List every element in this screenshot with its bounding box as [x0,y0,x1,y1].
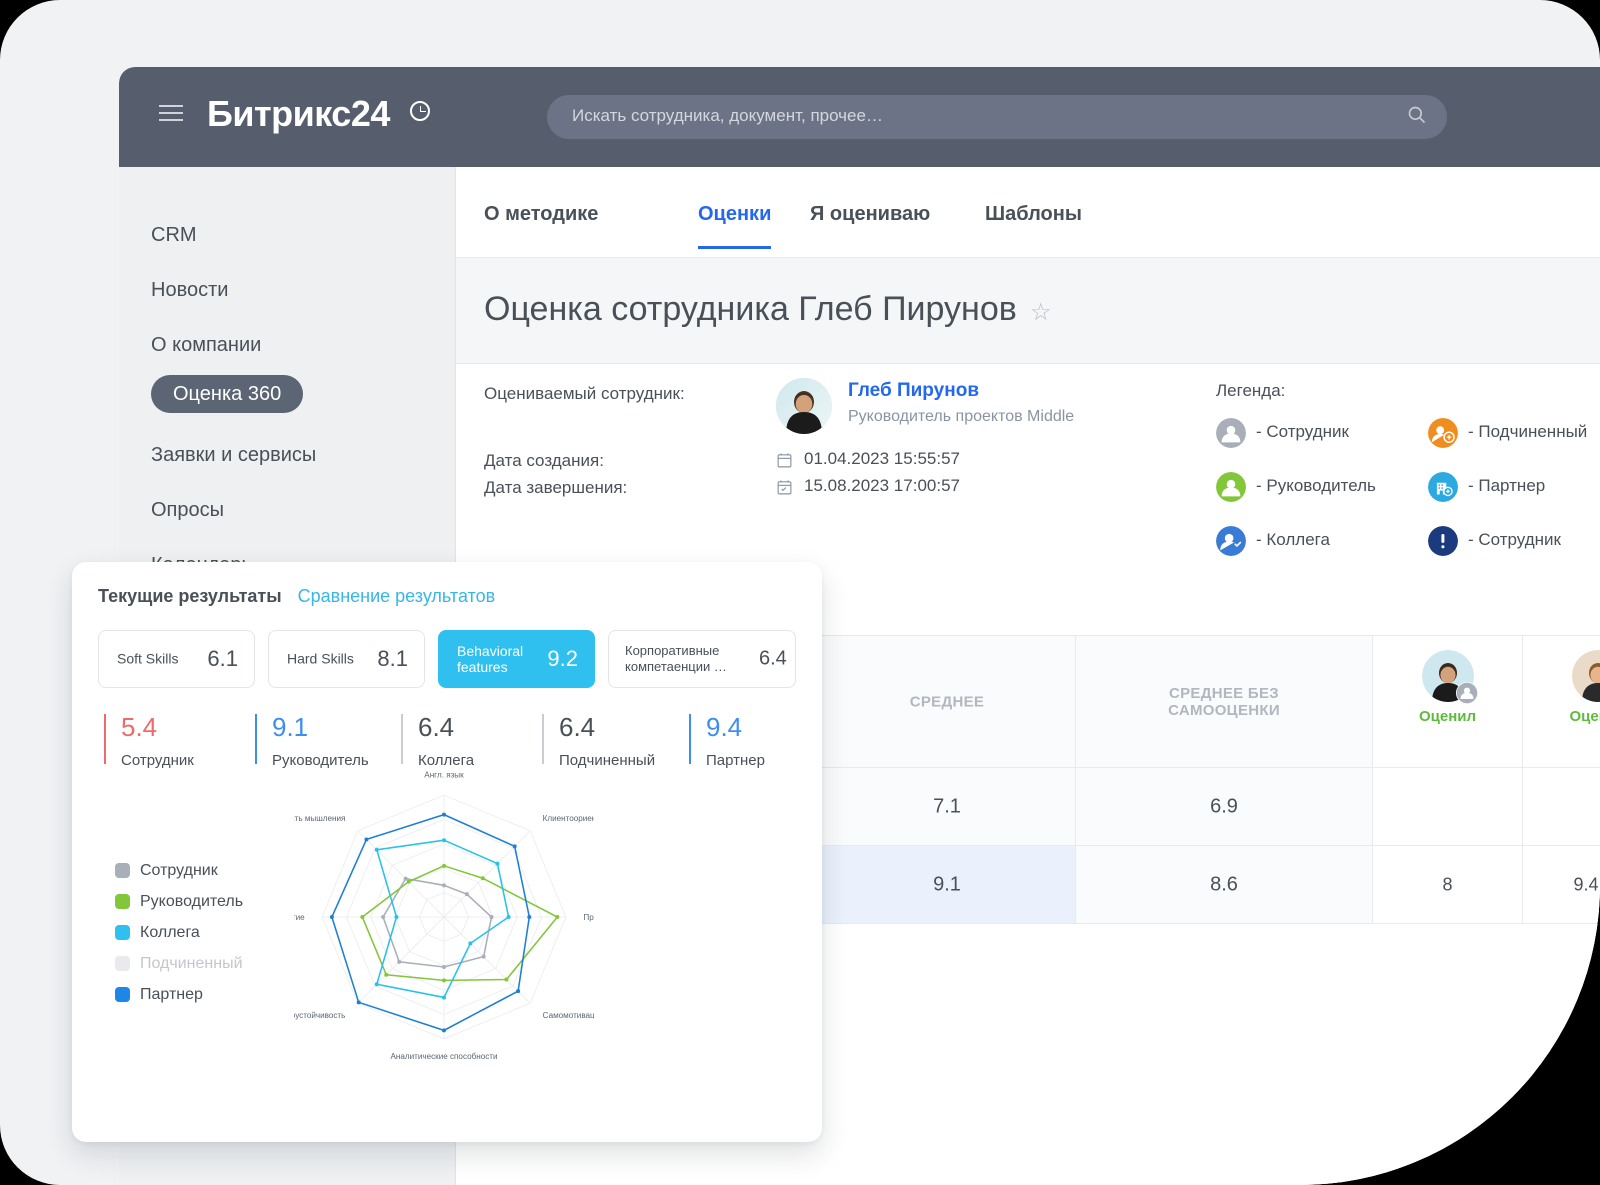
svg-text:Англ. язык: Англ. язык [424,771,464,780]
svg-text:Восприятие: Восприятие [294,913,305,922]
svg-text:Аналитические способности: Аналитические способности [390,1052,497,1061]
svg-text:Клиентоориентированн…: Клиентоориентированн… [543,814,594,823]
svg-text:Креативность мышления: Креативность мышления [294,814,345,823]
svg-text:Стрессоустойчивость: Стрессоустойчивость [294,1011,345,1020]
svg-text:Самомотивация: Самомотивация [543,1011,594,1020]
svg-text:Профессиональны…: Профессиональны… [583,913,594,922]
